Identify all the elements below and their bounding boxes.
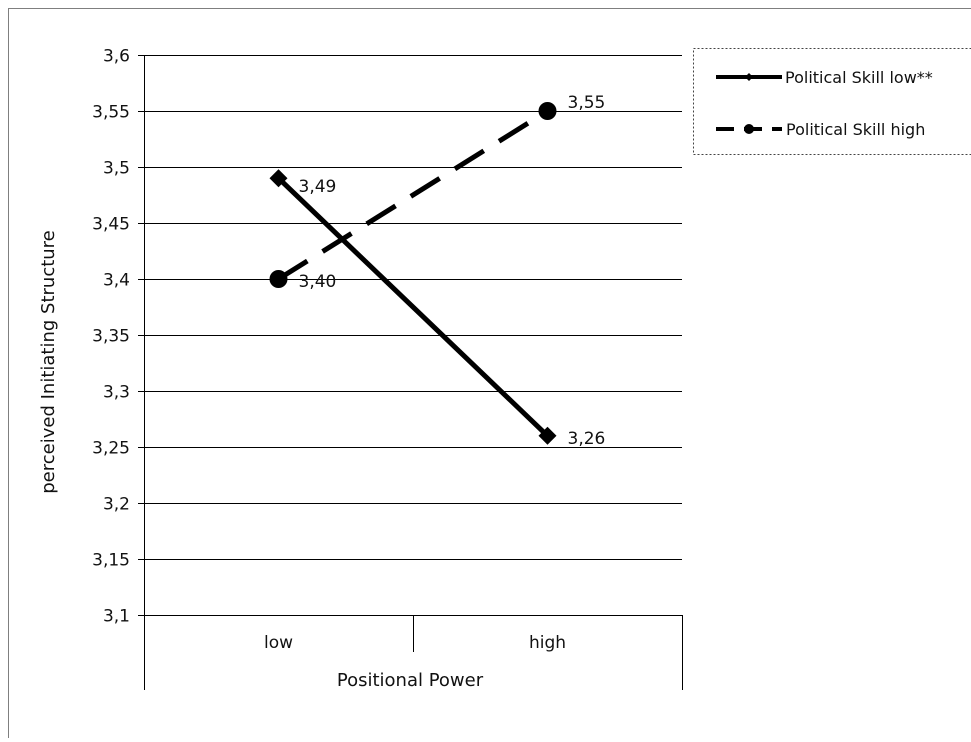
legend-label: Political Skill high (786, 120, 925, 139)
gridlines (144, 56, 682, 616)
y-tick-label: 3,45 (92, 215, 130, 235)
x-tick-label: low (264, 633, 293, 653)
data-label: 3,49 (299, 177, 337, 197)
data-labels: 3,49 3,26 3,40 3,55 (299, 93, 606, 449)
y-tick-label: 3,55 (92, 103, 130, 123)
y-tick-label: 3,5 (103, 159, 130, 179)
y-tick-label: 3,3 (103, 383, 130, 403)
x-tick-label: high (529, 633, 566, 653)
data-label: 3,26 (568, 429, 606, 449)
x-tick-labels: low high (264, 633, 566, 653)
circle-marker (270, 270, 288, 288)
series-line (279, 178, 548, 436)
y-tick-label: 3,6 (103, 47, 130, 67)
y-tick-label: 3,2 (103, 495, 130, 515)
legend-circle-marker (744, 124, 754, 134)
data-label: 3,55 (568, 93, 606, 113)
y-tick-label: 3,1 (103, 607, 130, 627)
axes (138, 55, 683, 690)
y-tick-label: 3,35 (92, 327, 130, 347)
legend-label: Political Skill low** (785, 68, 933, 87)
x-axis-title: Positional Power (337, 670, 484, 691)
y-tick-label: 3,25 (92, 439, 130, 459)
series-political-skill-low (270, 169, 557, 445)
legend: Political Skill low** Political Skill hig… (694, 49, 971, 155)
data-label: 3,40 (299, 272, 337, 292)
y-tick-label: 3,4 (103, 271, 130, 291)
y-tick-label: 3,15 (92, 551, 130, 571)
y-tick-labels: 3,1 3,15 3,2 3,25 3,3 3,35 3,4 3,45 3,5 3,55 3,6 (92, 47, 130, 627)
y-axis-title: perceived Initiating Structure (38, 230, 59, 494)
circle-marker (539, 102, 557, 120)
